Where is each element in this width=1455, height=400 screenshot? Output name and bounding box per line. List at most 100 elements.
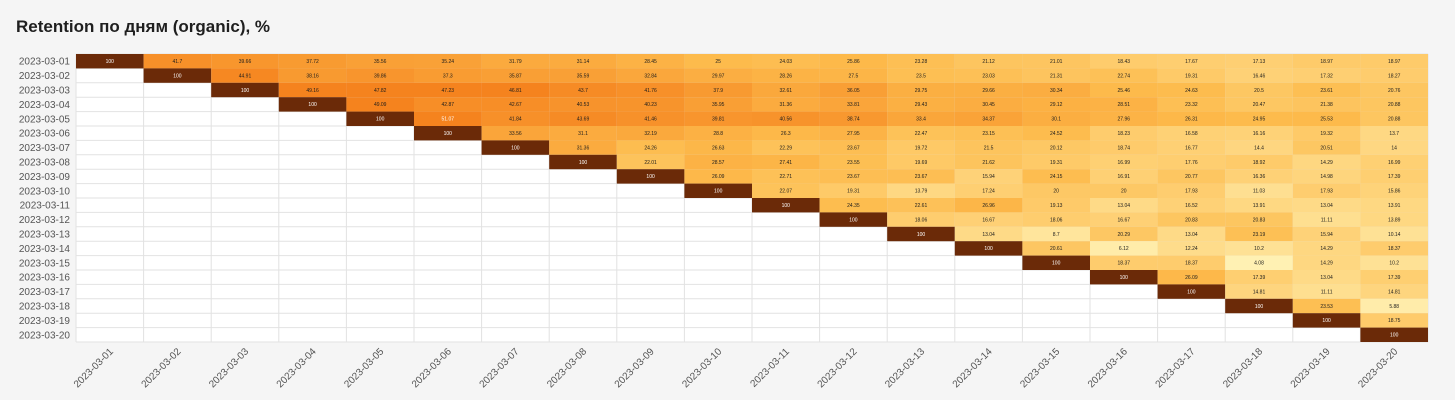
cell-value-label: 10.14 <box>1388 232 1401 238</box>
heatmap-cell <box>887 68 955 83</box>
heatmap-cell <box>346 111 414 126</box>
heatmap-cell <box>684 169 752 184</box>
cell-value-label: 13.04 <box>982 232 995 238</box>
cell-value-label: 32.19 <box>644 131 657 137</box>
cell-value-label: 14.98 <box>1320 174 1333 180</box>
cell-value-label: 23.32 <box>1185 102 1198 108</box>
cell-value-label: 21.01 <box>1050 59 1063 65</box>
y-tick-label: 2023-03-17 <box>19 287 71 298</box>
cell-value-label: 20.29 <box>1118 232 1131 238</box>
heatmap-cell <box>1157 226 1226 242</box>
cell-value-label: 100 <box>241 88 250 94</box>
heatmap-cell <box>1292 270 1361 285</box>
x-tick-label: 2023-03-20 <box>1356 346 1400 390</box>
cell-value-label: 22.01 <box>644 160 657 166</box>
heatmap-cell <box>1090 212 1158 227</box>
heatmap-cell <box>954 241 1023 256</box>
cell-value-label: 13.79 <box>915 189 928 195</box>
y-tick-label: 2023-03-12 <box>19 215 71 226</box>
cell-value-label: 16.16 <box>1253 131 1266 137</box>
heatmap-cell <box>887 140 955 155</box>
cell-value-label: 29.43 <box>915 102 928 108</box>
cell-value-label: 41.84 <box>509 117 522 123</box>
heatmap-cell <box>1157 111 1226 126</box>
heatmap-cell <box>481 111 550 126</box>
heatmap-cell <box>819 154 888 170</box>
cell-value-label: 100 <box>444 131 453 137</box>
cell-value-label: 18.27 <box>1388 73 1401 79</box>
heatmap-cell <box>954 68 1023 83</box>
heatmap-cell <box>481 82 550 98</box>
cell-value-label: 18.92 <box>1253 160 1266 166</box>
heatmap-cell <box>1292 212 1361 227</box>
cell-value-label: 100 <box>917 232 926 238</box>
heatmap-cell <box>549 68 617 83</box>
cell-value-label: 19.69 <box>915 160 928 166</box>
cell-value-label: 49.16 <box>306 88 319 94</box>
cell-value-label: 19.31 <box>847 189 860 195</box>
heatmap-cell <box>1022 169 1090 184</box>
cell-value-label: 100 <box>376 117 385 123</box>
cell-value-label: 100 <box>308 102 317 108</box>
cell-value-label: 37.9 <box>713 88 723 94</box>
cell-value-label: 23.28 <box>915 59 928 65</box>
x-tick-label: 2023-03-12 <box>816 346 860 390</box>
heatmap-cell <box>481 126 550 141</box>
heatmap-cell <box>549 54 617 69</box>
cell-value-label: 39.86 <box>374 73 387 79</box>
heatmap-cell <box>887 198 955 213</box>
cell-value-label: 23.67 <box>847 174 860 180</box>
cell-value-label: 38.74 <box>847 117 860 123</box>
cell-value-label: 22.07 <box>780 189 793 195</box>
heatmap-cell <box>1022 54 1090 69</box>
y-tick-label: 2023-03-01 <box>19 57 71 68</box>
heatmap-cell <box>143 54 212 69</box>
cell-value-label: 17.39 <box>1388 275 1401 281</box>
cell-value-label: 18.06 <box>915 217 928 223</box>
cell-value-label: 31.79 <box>509 59 522 65</box>
cell-value-label: 37.72 <box>306 59 319 65</box>
heatmap-cell <box>1360 270 1428 285</box>
cell-value-label: 24.35 <box>847 203 860 209</box>
cell-value-label: 18.23 <box>1118 131 1131 137</box>
heatmap-cell <box>414 54 482 69</box>
heatmap-cell <box>1225 284 1293 299</box>
cell-value-label: 26.63 <box>712 145 725 151</box>
heatmap-cell <box>278 82 347 98</box>
heatmap-cell <box>1090 241 1158 256</box>
heatmap-cell <box>346 54 414 69</box>
cell-value-label: 43.7 <box>578 88 588 94</box>
heatmap-cell <box>684 126 752 141</box>
heatmap-cell <box>1360 313 1428 328</box>
heatmap-cell <box>1292 298 1361 314</box>
heatmap-cell <box>887 212 955 227</box>
heatmap-cell <box>1225 169 1293 184</box>
cell-value-label: 10.2 <box>1254 246 1264 252</box>
heatmap-cell <box>1090 140 1158 155</box>
cell-value-label: 20.12 <box>1050 145 1063 151</box>
cell-value-label: 51.07 <box>442 117 455 123</box>
cell-value-label: 35.56 <box>374 59 387 65</box>
y-tick-label: 2023-03-14 <box>19 244 71 255</box>
heatmap-cell <box>1360 241 1428 256</box>
heatmap-cell <box>1292 54 1361 69</box>
cell-value-label: 32.84 <box>644 73 657 79</box>
cell-value-label: 29.66 <box>982 88 995 94</box>
cell-value-label: 27.5 <box>849 73 859 79</box>
x-tick-label: 2023-03-05 <box>342 346 386 390</box>
heatmap-cell <box>1022 154 1090 170</box>
cells-layer <box>76 54 1428 342</box>
cell-value-label: 22.29 <box>780 145 793 151</box>
heatmap-cell <box>211 68 279 83</box>
heatmap-cell <box>752 126 820 141</box>
cell-value-label: 39.81 <box>712 117 725 123</box>
x-tick-label: 2023-03-09 <box>613 346 657 390</box>
heatmap-cell <box>481 97 550 112</box>
cell-value-label: 14.29 <box>1320 160 1333 166</box>
cell-value-label: 13.91 <box>1388 203 1401 209</box>
y-tick-label: 2023-03-07 <box>19 143 71 154</box>
heatmap-cell <box>1090 126 1158 141</box>
heatmap-cell <box>954 154 1023 170</box>
cell-value-label: 24.15 <box>1050 174 1063 180</box>
cell-value-label: 24.26 <box>644 145 657 151</box>
